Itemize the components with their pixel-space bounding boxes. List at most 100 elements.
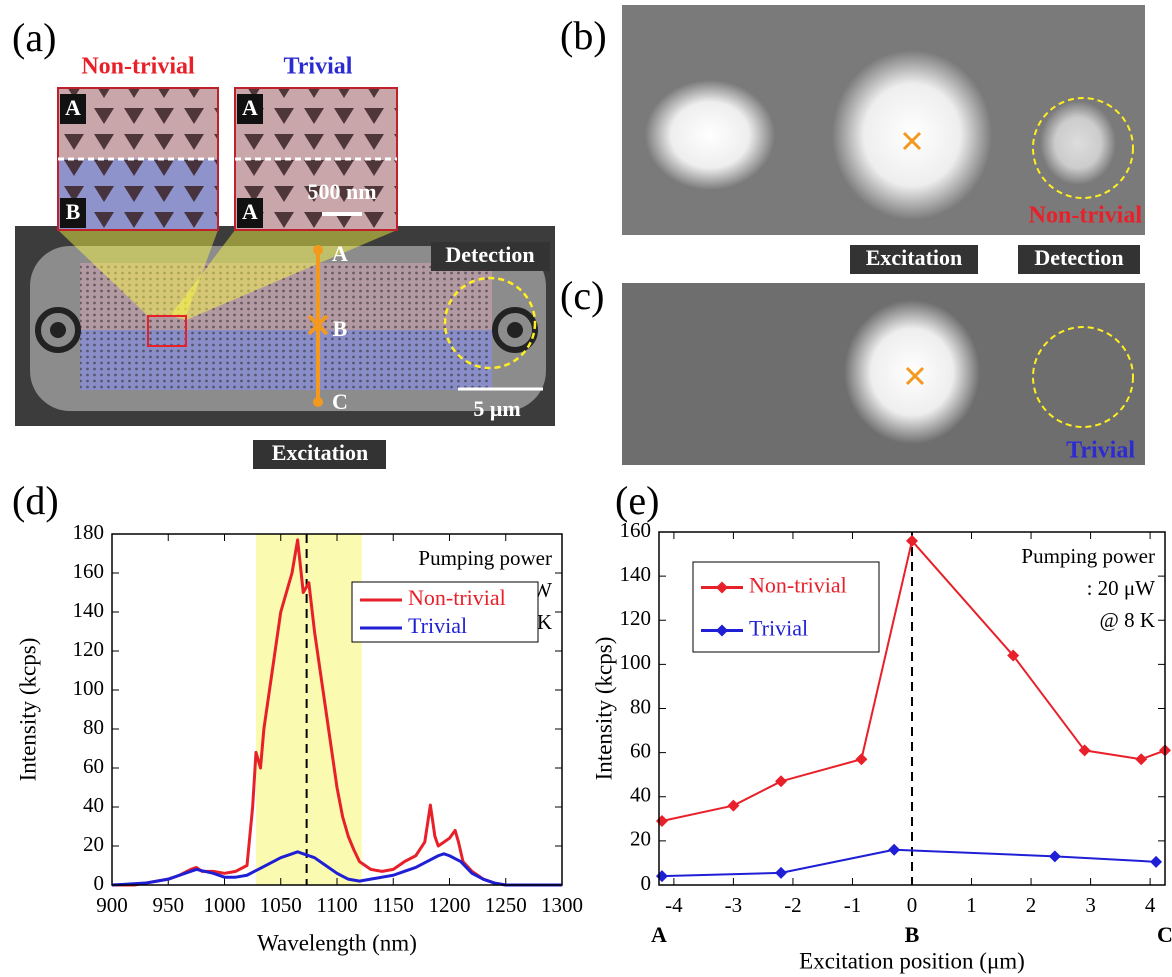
y-tick-label: 20 (83, 832, 104, 856)
y-tick-label: 180 (73, 520, 105, 544)
y-tick-label: 160 (620, 518, 652, 542)
inset (235, 88, 397, 230)
x-tick-label: 1200 (429, 893, 471, 917)
x-tick-label: -3 (725, 893, 743, 917)
inset-region: B (66, 199, 81, 224)
point-label: B (333, 316, 348, 341)
legend-label: Trivial (749, 616, 808, 641)
data-point (888, 844, 900, 856)
y-tick-label: 20 (630, 827, 651, 851)
legend-label: Trivial (408, 613, 467, 638)
emission-spot (1040, 101, 1116, 185)
inset-title: Trivial (284, 54, 353, 80)
y-tick-label: 0 (641, 871, 652, 895)
data-point (1150, 856, 1162, 868)
excitation-label: Excitation (272, 440, 369, 465)
y-tick-label: 140 (73, 598, 105, 622)
charts: (d)9009501000105011001150120012501300020… (12, 478, 1172, 973)
x-tick-label: -2 (784, 893, 802, 917)
point-label: A (332, 241, 348, 266)
y-tick-label: 160 (73, 559, 105, 583)
x-tick-label: 3 (1085, 893, 1096, 917)
legend-label: Non-trivial (749, 573, 847, 598)
panel-label: (a) (12, 15, 56, 60)
data-point (656, 815, 668, 827)
annotation: Pumping power (418, 546, 552, 570)
y-axis-label: Intensity (kcps) (15, 638, 40, 782)
panel-label: (d) (12, 478, 59, 523)
caption: Non-trivial (1029, 203, 1143, 229)
x-tick-label: 1300 (541, 893, 583, 917)
emission-spot (645, 80, 775, 190)
inset-region: A (242, 95, 258, 120)
point-label: C (332, 389, 348, 414)
point (313, 397, 323, 407)
x-tick-label: 900 (96, 893, 128, 917)
x-tick-label: -1 (844, 893, 862, 917)
annotation: @ 8 K (1099, 608, 1155, 632)
x-tick-label: -4 (665, 893, 683, 917)
data-point (656, 870, 668, 882)
y-tick-label: 120 (73, 637, 105, 661)
x-tick-label: 2 (1026, 893, 1037, 917)
x-tick-label: 4 (1145, 893, 1156, 917)
x-tick-label: 1150 (373, 893, 414, 917)
x-tick-label: 1100 (316, 893, 357, 917)
legend-label: Non-trivial (408, 585, 506, 610)
chart: (d) 900 950 1000 1050 1100 1150 1200 1250 1300 0 20… (12, 478, 583, 955)
panel-label: (b) (560, 13, 607, 58)
ring (507, 322, 523, 338)
y-tick-label: 40 (630, 783, 651, 807)
y-tick-label: 0 (94, 871, 105, 895)
x-tick-label: 0 (907, 893, 918, 917)
panel-a: (a) Non-trivial Trivial A B A A 500 nm A… (12, 15, 555, 469)
excitation-label: Excitation (866, 245, 963, 270)
inset-region: A (65, 95, 81, 120)
x-tick-label: 1000 (204, 893, 246, 917)
y-tick-label: 100 (73, 676, 105, 700)
y-tick-label: 140 (620, 562, 652, 586)
y-tick-label: 80 (630, 694, 651, 718)
panel-label: (c) (560, 273, 604, 318)
inset-region: A (242, 199, 258, 224)
y-tick-label: 80 (83, 715, 104, 739)
y-tick-label: 60 (630, 738, 651, 762)
x-tick-label: 1 (966, 893, 977, 917)
data-point (1049, 850, 1061, 862)
annotation: Pumping power (1021, 544, 1155, 568)
position-label: B (905, 922, 920, 947)
data-point (1135, 753, 1147, 765)
emission-spot (832, 50, 992, 220)
x-axis-label: Excitation position (μm) (799, 948, 1025, 973)
figure: (a) Non-trivial Trivial A B A A 500 nm A… (0, 0, 1172, 977)
detection-label: Detection (1034, 245, 1123, 270)
y-tick-label: 60 (83, 754, 104, 778)
y-tick-label: 120 (620, 606, 652, 630)
data-point (775, 775, 787, 787)
data-point (727, 800, 739, 812)
position-label: A (651, 922, 667, 947)
ring (50, 322, 66, 338)
x-tick-label: 1250 (485, 893, 527, 917)
y-axis-label: Intensity (kcps) (591, 637, 616, 781)
annotation: : 20 μW (1087, 576, 1156, 600)
y-tick-label: 40 (83, 793, 104, 817)
x-tick-label: 1050 (260, 893, 302, 917)
scale-bar-label: 500 nm (307, 179, 376, 204)
point (313, 245, 323, 255)
inset-title: Non-trivial (81, 54, 195, 80)
series-line (662, 850, 1156, 876)
panel-b: (b) Non-trivial Excitation Detection (560, 5, 1145, 274)
data-point (775, 867, 787, 879)
scale-bar-label: 5 μm (473, 396, 520, 421)
data-point (855, 753, 867, 765)
position-label: C (1157, 922, 1172, 947)
panel-label: (e) (615, 478, 659, 523)
x-tick-label: 950 (153, 893, 185, 917)
caption: Trivial (1066, 438, 1135, 464)
inset (58, 88, 218, 230)
y-tick-label: 100 (620, 650, 652, 674)
x-axis-label: Wavelength (nm) (257, 930, 417, 955)
panel-c: (c) Trivial (560, 273, 1145, 465)
